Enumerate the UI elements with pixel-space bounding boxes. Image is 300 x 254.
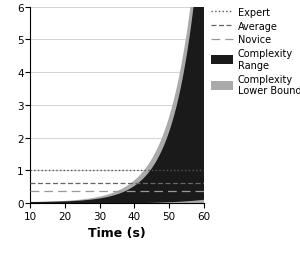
Legend: Expert, Average, Novice, Complexity
Range, Complexity
Lower Bound: Expert, Average, Novice, Complexity Rang…: [208, 4, 300, 100]
X-axis label: Time (s): Time (s): [88, 226, 146, 239]
